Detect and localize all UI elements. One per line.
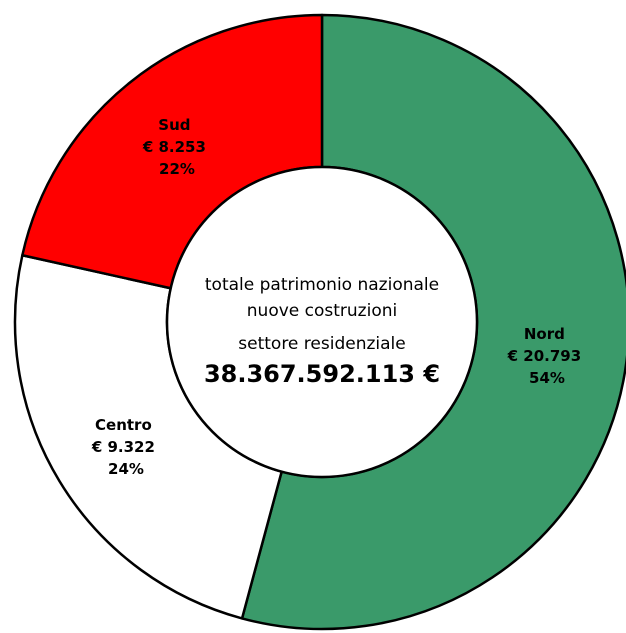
slice-label-sud: Sud € 8.253 22% bbox=[142, 116, 211, 178]
slice-label-nord: Nord € 20.793 54% bbox=[507, 325, 587, 387]
center-total: 38.367.592.113 € bbox=[204, 360, 440, 388]
slice-value-centro: € 9.322 bbox=[91, 438, 155, 456]
slice-name-centro: Centro bbox=[95, 416, 152, 434]
slice-percent-nord: 54% bbox=[529, 369, 565, 387]
center-line-1: totale patrimonio nazionale bbox=[205, 275, 439, 295]
center-hole bbox=[165, 165, 479, 479]
slice-percent-centro: 24% bbox=[108, 460, 144, 478]
slice-value-sud: € 8.253 bbox=[142, 138, 206, 156]
slice-name-sud: Sud bbox=[158, 116, 190, 134]
slice-name-nord: Nord bbox=[524, 325, 565, 343]
slice-labels: Nord € 20.793 54% Centro € 9.322 24% Sud… bbox=[91, 116, 587, 478]
slice-value-nord: € 20.793 bbox=[507, 347, 582, 365]
center-line-2: nuove costruzioni bbox=[247, 301, 397, 321]
donut-slices bbox=[13, 13, 626, 631]
center-line-3: settore residenziale bbox=[238, 334, 405, 354]
slice-percent-sud: 22% bbox=[159, 160, 195, 178]
center-label: totale patrimonio nazionale nuove costru… bbox=[165, 165, 479, 479]
slice-label-centro: Centro € 9.322 24% bbox=[91, 416, 160, 478]
